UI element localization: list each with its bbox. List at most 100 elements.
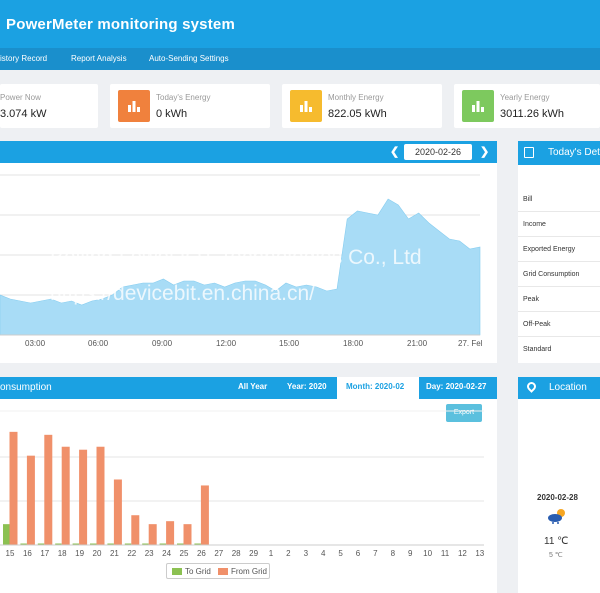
- detail-row-exported-energy: Exported Energy: [518, 237, 600, 262]
- detail-row-grid-consumption: Grid Consumption: [518, 262, 600, 287]
- stat-card-yearly-energy: Yearly Energy 3011.26 kWh: [454, 84, 600, 128]
- consumption-panel-title: onsumption: [0, 382, 52, 393]
- x-tick-label: 2: [286, 549, 291, 558]
- location-pin-icon: [525, 380, 538, 393]
- stat-card-power-now: Power Now 3.074 kW: [0, 84, 98, 128]
- x-tick-label: 21:00: [407, 339, 428, 348]
- consumption-chart: 15 16 17 18 19 20 21 22 23 24 25 26 27 28 29 1 2 3 4 5 6 7 8 9 1…: [0, 410, 485, 558]
- bar-from-grid: [61, 446, 70, 545]
- watermark-company: Beijing Lewei IOT Technologies Co., Ltd: [50, 246, 422, 269]
- tab-day[interactable]: Day: 2020-02-27: [426, 382, 487, 391]
- x-tick-label: 6: [356, 549, 361, 558]
- weather-temperature: 11 ℃: [544, 536, 569, 547]
- bar-to-grid: [159, 543, 167, 545]
- bar-from-grid: [9, 431, 18, 545]
- x-tick-label: 15: [6, 549, 15, 558]
- stat-label: Yearly Energy: [500, 93, 550, 102]
- bar-chart-icon: [462, 90, 494, 122]
- details-panel-title: Today's Det: [548, 147, 600, 158]
- x-tick-label: 15:00: [279, 339, 300, 348]
- x-tick-label: 03:00: [25, 339, 46, 348]
- x-tick-label: 18: [58, 549, 67, 558]
- bar-to-grid: [124, 543, 132, 545]
- tab-all-year[interactable]: All Year: [238, 382, 268, 391]
- x-tick-label: 17: [40, 549, 49, 558]
- power-panel-header: [0, 141, 497, 163]
- x-tick-label: 8: [391, 549, 396, 558]
- bar-from-grid: [200, 485, 209, 545]
- stat-label: Power Now: [0, 93, 41, 102]
- nav-report-analysis[interactable]: Report Analysis: [71, 54, 127, 63]
- bar-to-grid: [20, 543, 27, 545]
- x-tick-label: 16: [23, 549, 32, 558]
- tab-month[interactable]: Month: 2020-02: [346, 382, 405, 391]
- stat-card-monthly-energy: Monthly Energy 822.05 kWh: [282, 84, 442, 128]
- x-tick-label: 4: [321, 549, 326, 558]
- bar-from-grid: [183, 524, 192, 545]
- x-tick-label: 22: [127, 549, 136, 558]
- legend-label-from-grid: From Grid: [231, 567, 267, 576]
- x-tick-label: 21: [110, 549, 119, 558]
- stat-label: Monthly Energy: [328, 93, 384, 102]
- bar-chart-icon: [290, 90, 322, 122]
- stat-value: 0 kWh: [156, 108, 188, 120]
- location-panel: 2020-02-28 11 ℃ 5 ℃: [518, 399, 600, 593]
- x-tick-label: 18:00: [343, 339, 364, 348]
- stat-label: Today's Energy: [156, 93, 211, 102]
- x-tick-label: 24: [162, 549, 171, 558]
- bar-to-grid: [177, 543, 184, 545]
- bar-to-grid: [3, 524, 10, 545]
- date-picker[interactable]: 2020-02-26: [404, 144, 472, 160]
- tab-year[interactable]: Year: 2020: [287, 382, 327, 391]
- detail-row-income: Income: [518, 212, 600, 237]
- export-button[interactable]: Export: [446, 404, 482, 422]
- document-icon: [524, 147, 534, 158]
- bar-to-grid: [107, 543, 114, 545]
- x-tick-label: 06:00: [88, 339, 109, 348]
- detail-row-bill: Bill: [518, 187, 600, 212]
- legend-label-to-grid: To Grid: [185, 567, 211, 576]
- nav-history-record[interactable]: istory Record: [0, 54, 48, 63]
- watermark-url: https://devicebit.en.china.cn/: [50, 282, 315, 305]
- detail-row-off-peak: Off-Peak: [518, 312, 600, 337]
- x-tick-label: 7: [373, 549, 378, 558]
- tab-active-bg: [337, 377, 419, 399]
- bar-to-grid: [37, 543, 45, 545]
- top-bar: PowerMeter monitoring system: [0, 0, 600, 48]
- detail-row-peak: Peak: [518, 287, 600, 312]
- bar-from-grid: [113, 479, 122, 545]
- chevron-right-icon[interactable]: ❯: [480, 146, 490, 158]
- x-tick-label: 9: [408, 549, 413, 558]
- bar-from-grid: [44, 434, 53, 545]
- x-tick-label: 1: [269, 549, 274, 558]
- x-tick-label: 26: [197, 549, 206, 558]
- app-title: PowerMeter monitoring system: [6, 16, 235, 33]
- bar-chart-icon: [118, 90, 150, 122]
- location-panel-title: Location: [549, 382, 587, 393]
- x-tick-label: 27. Fel: [458, 339, 483, 348]
- x-tick-label: 29: [249, 549, 258, 558]
- bar-to-grid: [194, 543, 201, 545]
- chevron-left-icon[interactable]: ❮: [390, 146, 400, 158]
- x-tick-label: 12: [458, 549, 467, 558]
- main-nav: istory Record Report Analysis Auto-Sendi…: [0, 48, 600, 70]
- detail-row-standard: Standard: [523, 346, 552, 353]
- x-tick-label: 11: [441, 549, 450, 558]
- x-tick-label: 28: [232, 549, 241, 558]
- x-tick-label: 27: [214, 549, 223, 558]
- bar-from-grid: [148, 524, 157, 545]
- legend-swatch-to-grid: [172, 568, 182, 575]
- stat-value: 822.05 kWh: [328, 108, 387, 120]
- location-panel-header: Location: [518, 377, 600, 399]
- x-tick-label: 3: [304, 549, 309, 558]
- x-tick-label: 19: [75, 549, 84, 558]
- x-tick-label: 09:00: [152, 339, 173, 348]
- weather-date: 2020-02-28: [537, 493, 578, 502]
- stat-value: 3011.26 kWh: [500, 108, 565, 120]
- x-tick-label: 5: [338, 549, 343, 558]
- details-panel: [518, 165, 600, 363]
- chart-legend[interactable]: To Grid From Grid: [166, 563, 270, 579]
- bar-from-grid: [166, 521, 175, 545]
- bar-to-grid: [72, 543, 80, 545]
- nav-auto-sending-settings[interactable]: Auto-Sending Settings: [149, 54, 229, 63]
